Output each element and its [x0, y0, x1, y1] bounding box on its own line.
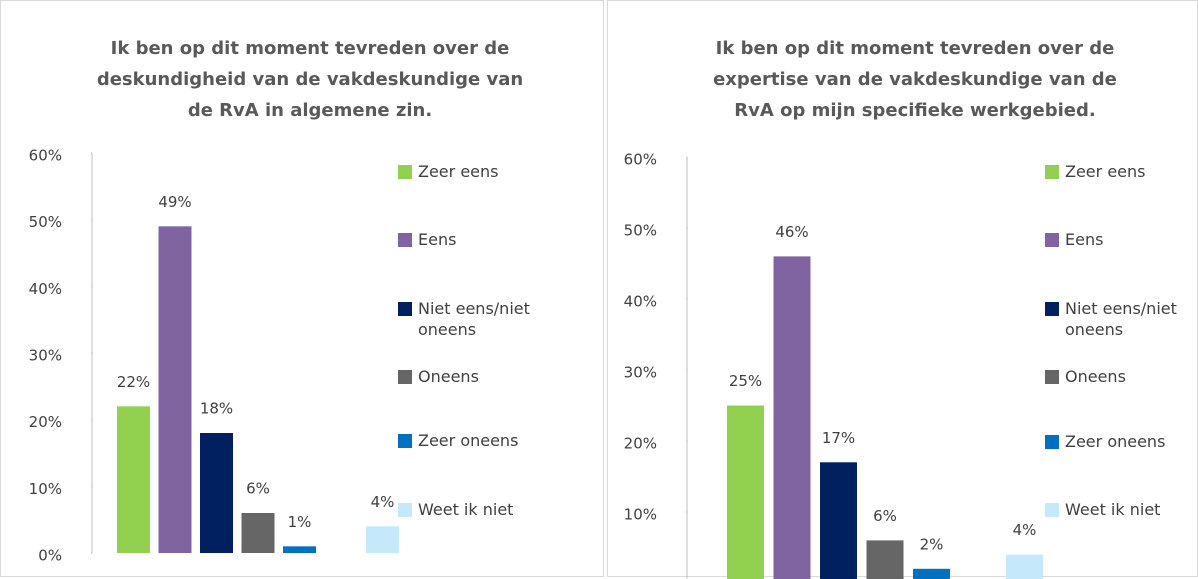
legend-swatch — [398, 233, 412, 247]
legend-swatch — [1045, 302, 1059, 316]
legend-label: Eens — [1065, 230, 1104, 249]
legend-label: Eens — [418, 230, 457, 249]
legend-label: Weet ik niet — [1065, 500, 1161, 519]
y-tick-label: 0% — [633, 577, 657, 579]
data-label: 18% — [200, 400, 233, 418]
y-tick-label: 60% — [29, 147, 62, 165]
y-tick-label: 30% — [29, 347, 62, 365]
bar — [820, 462, 857, 579]
bar — [727, 405, 764, 579]
legend-swatch — [398, 434, 412, 448]
data-label: 4% — [1013, 521, 1037, 539]
chart-panel — [0, 0, 604, 577]
bar — [241, 513, 275, 553]
y-tick-label: 30% — [624, 364, 657, 382]
legend-label: Zeer oneens — [418, 431, 519, 450]
legend-label: Niet eens/niet oneens — [418, 299, 530, 339]
chart-title: Ik ben op dit moment tevreden over de ex… — [713, 38, 1117, 121]
y-tick-label: 20% — [29, 413, 62, 431]
bar — [1006, 554, 1043, 579]
data-label: 1% — [288, 513, 312, 531]
y-tick-label: 10% — [624, 506, 657, 524]
bar — [866, 540, 904, 579]
legend-label: Zeer eens — [418, 162, 499, 181]
legend-label: Weet ik niet — [418, 500, 514, 519]
legend-swatch — [1045, 233, 1059, 247]
data-label: 25% — [729, 372, 762, 390]
legend-swatch — [398, 165, 412, 179]
y-tick-label: 40% — [624, 293, 657, 311]
data-label: 22% — [117, 373, 150, 391]
legend-label: Niet eens/niet oneens — [1065, 299, 1177, 339]
bar — [158, 226, 192, 554]
data-label: 49% — [158, 193, 191, 211]
legend-swatch — [1045, 165, 1059, 179]
bar — [200, 433, 233, 553]
legend-swatch — [1045, 503, 1059, 517]
data-label: 17% — [822, 429, 855, 447]
bar — [283, 546, 316, 553]
chart-title: Ik ben op dit moment tevreden over de de… — [96, 38, 524, 121]
data-label: 6% — [246, 480, 270, 498]
legend-swatch — [398, 302, 412, 316]
data-label: 4% — [371, 493, 395, 511]
legend-label: Zeer eens — [1065, 162, 1146, 181]
bar — [913, 568, 950, 579]
legend-swatch — [398, 370, 412, 384]
legend-swatch — [1045, 370, 1059, 384]
bar — [366, 526, 399, 553]
data-label: 46% — [775, 223, 808, 241]
y-tick-label: 60% — [624, 151, 657, 169]
y-tick-label: 50% — [624, 222, 657, 240]
legend-label: Oneens — [418, 367, 479, 386]
y-tick-label: 10% — [29, 480, 62, 498]
y-tick-label: 20% — [624, 435, 657, 453]
data-label: 2% — [920, 535, 944, 553]
legend-label: Oneens — [1065, 367, 1126, 386]
y-tick-label: 40% — [29, 280, 62, 298]
legend-swatch — [1045, 435, 1059, 449]
data-label: 6% — [873, 507, 897, 525]
legend-swatch — [398, 503, 412, 517]
bar — [773, 256, 811, 579]
bar — [117, 406, 150, 553]
legend-label: Zeer oneens — [1065, 432, 1166, 451]
y-tick-label: 50% — [29, 213, 62, 231]
y-tick-label: 0% — [38, 547, 62, 565]
